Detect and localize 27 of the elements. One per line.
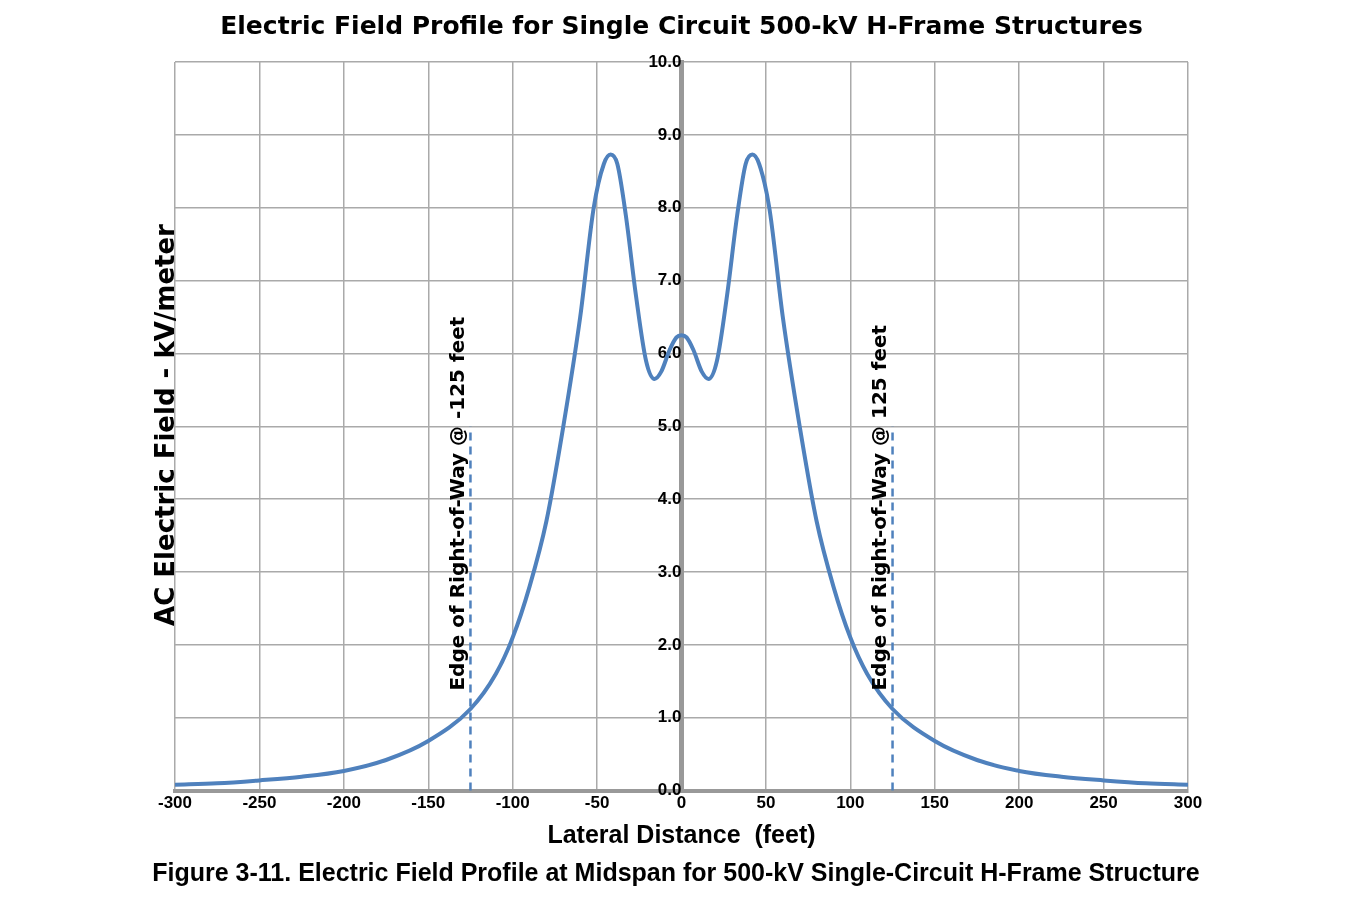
ref-line-label: Edge of Right-of-Way @ 125 feet [866, 324, 891, 691]
x-tick-label: 250 [1089, 793, 1118, 813]
x-tick-label: 200 [1004, 793, 1034, 813]
x-tick-label: 100 [836, 793, 865, 813]
caption: Figure 3-11. Electric Field Profile at Midspan for 500-kV Single-Circuit H-Frame Structure [151, 858, 1201, 887]
x-tick-label: -300 [157, 793, 193, 813]
y-tick-label: 8.0 [657, 197, 682, 217]
y-tick-label: 9.0 [657, 124, 682, 144]
x-tick-label: -200 [326, 793, 361, 813]
x-tick-label: -150 [411, 793, 446, 813]
chart-title: Electric Field Profile for Single Circuit 500-kV H-Frame Structures [220, 10, 1143, 40]
x-tick-label: -250 [242, 793, 277, 813]
y-tick-label: 1.0 [657, 707, 682, 727]
x-tick-label: 150 [920, 793, 949, 813]
y-axis-title: AC Electric Field - kV/meter [150, 224, 180, 626]
x-axis-title: Lateral Distance (feet) [547, 819, 816, 848]
y-tick-label: 3.0 [657, 561, 682, 581]
y-tick-label: 4.0 [657, 488, 682, 508]
x-tick-label: -100 [495, 793, 530, 813]
y-tick-label: 10.0 [648, 51, 682, 71]
y-tick-label: 5.0 [657, 415, 682, 435]
y-tick-label: 2.0 [657, 634, 682, 654]
ref-line-label: Edge of Right-of-Way @ -125 feet [444, 316, 469, 691]
x-tick-label: 300 [1173, 793, 1203, 813]
x-tick-label: 50 [756, 793, 776, 813]
y-tick-label: 7.0 [657, 270, 682, 290]
x-tick-label: -50 [584, 793, 610, 813]
